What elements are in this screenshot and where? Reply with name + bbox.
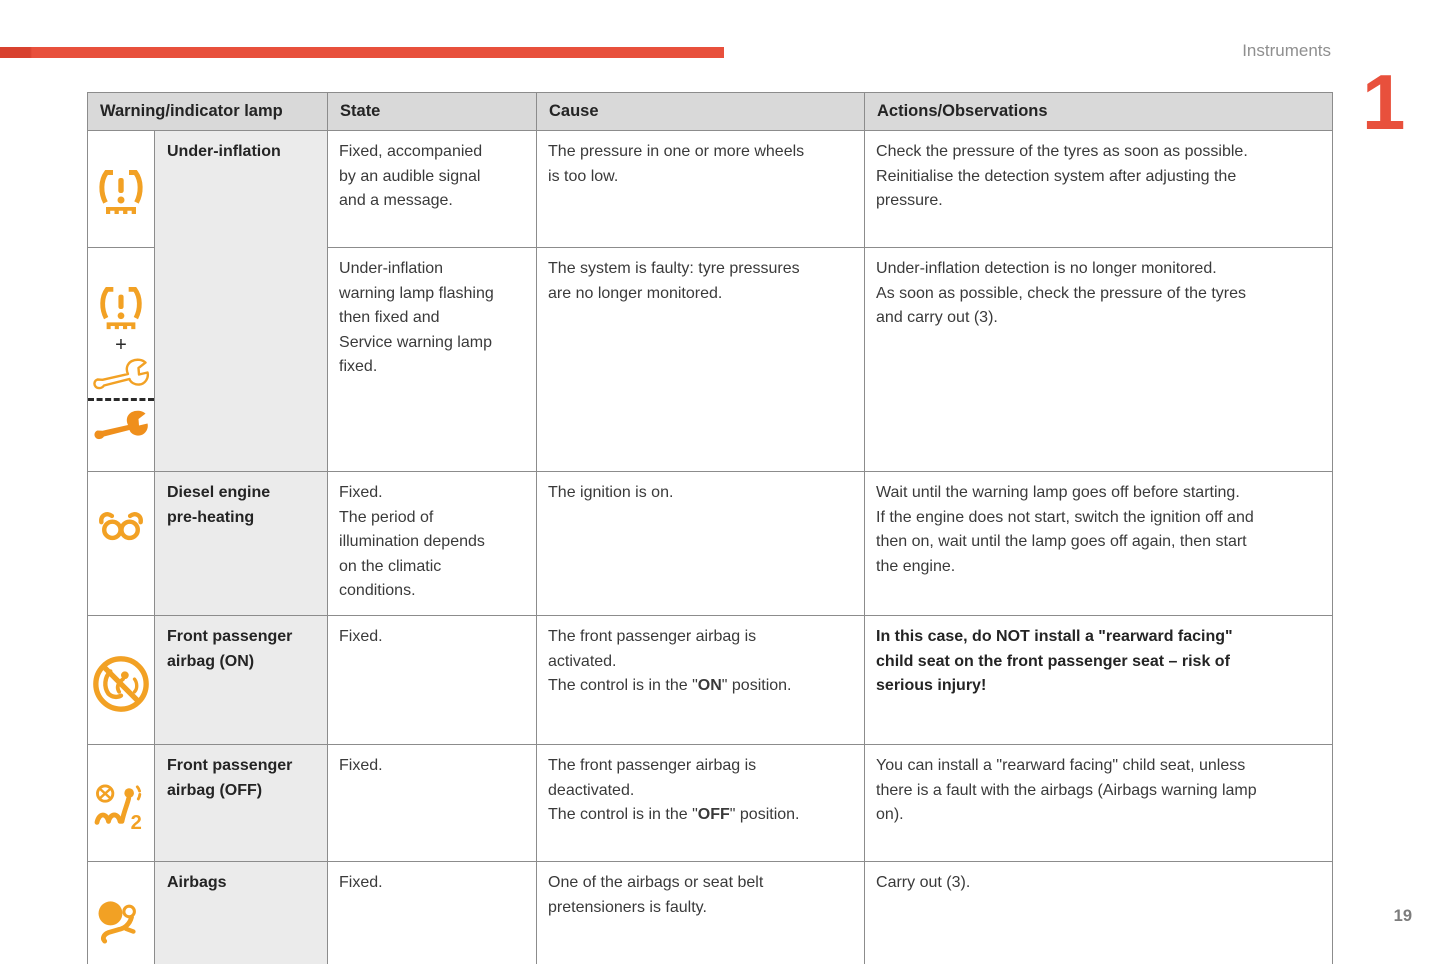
state-cell: Fixed. (327, 615, 538, 745)
service-wrench-filled-icon (94, 410, 148, 439)
lamp-icon-cell (87, 130, 155, 248)
table-row: + Under-inflation warning lamp flashing … (87, 247, 1334, 472)
dashed-divider (88, 397, 154, 401)
header-warning-indicator-lamp: Warning/indicator lamp (86, 92, 329, 131)
actions-cell: Under-inflation detection is no longer m… (864, 247, 1334, 472)
service-wrench-outline-icon (93, 358, 150, 389)
plus-sign: + (115, 333, 127, 356)
cause-text: " position. (729, 806, 800, 823)
cause-cell: The ignition is on. (536, 471, 866, 616)
cause-emphasis: OFF (697, 806, 730, 823)
airbags-icon (98, 900, 136, 944)
state-cell: Fixed. (327, 744, 538, 862)
lamp-name-cell: Diesel engine pre-heating (153, 471, 329, 616)
lamp-name-cell: Front passenger airbag (ON) (153, 615, 329, 745)
header-state: State (327, 92, 538, 131)
state-cell: Fixed, accompanied by an audible signal … (327, 130, 538, 248)
table-row: Front passenger airbag (ON) Fixed. The f… (87, 615, 1334, 745)
cause-text: The front passenger airbag is deactivate… (548, 757, 757, 823)
state-cell: Under-inflation warning lamp flashing th… (327, 247, 538, 472)
actions-cell: Carry out (3). (864, 861, 1334, 964)
section-label: Instruments (1242, 41, 1331, 60)
cause-cell: The pressure in one or more wheels is to… (536, 130, 866, 248)
page-number: 19 (1393, 907, 1412, 925)
warning-lamps-table: Warning/indicator lamp State Cause Actio… (86, 92, 1334, 964)
lamp-icon-cell (87, 471, 155, 616)
lamp-name-cell: Airbags (153, 861, 329, 964)
icon-stack: + (88, 286, 154, 441)
cause-text: The front passenger airbag is activated.… (548, 628, 757, 694)
lamp-icon-cell: + (87, 247, 155, 472)
header-actions-observations: Actions/Observations (864, 92, 1334, 131)
actions-cell: You can install a "rearward facing" chil… (864, 744, 1334, 862)
chapter-number: 1 (1362, 58, 1406, 146)
table-row: Airbags Fixed. One of the airbags or sea… (87, 861, 1334, 964)
lamp-icon-cell (87, 861, 155, 964)
cause-cell: The system is faulty: tyre pressures are… (536, 247, 866, 472)
under-inflation-lamp-icon (100, 286, 142, 329)
table-row: Diesel engine pre-heating Fixed. The per… (87, 471, 1334, 616)
table-row: Under-inflation Fixed, accompanied by an… (87, 130, 1334, 472)
header-cause: Cause (536, 92, 866, 131)
diesel-preheat-icon (99, 511, 143, 540)
actions-cell: Wait until the warning lamp goes off bef… (864, 471, 1334, 616)
state-cell: Fixed. (327, 861, 538, 964)
passenger-airbag-off-icon: 2 (94, 783, 142, 831)
accent-bar (0, 47, 724, 58)
passenger-airbag-on-icon (93, 655, 149, 712)
actions-cell: In this case, do NOT install a "rearward… (864, 615, 1334, 745)
actions-cell: Check the pressure of the tyres as soon … (864, 130, 1334, 248)
cause-cell: One of the airbags or seat belt pretensi… (536, 861, 866, 964)
table-row: 2 Front passenger airbag (OFF) Fixed. Th… (87, 744, 1334, 862)
lamp-name-cell: Under-inflation (153, 130, 329, 472)
cause-text: " position. (721, 677, 792, 694)
svg-text:2: 2 (131, 812, 142, 831)
cause-cell: The front passenger airbag is activated.… (536, 615, 866, 745)
lamp-icon-cell (87, 615, 155, 745)
lamp-icon-cell: 2 (87, 744, 155, 862)
under-inflation-lamp-icon (99, 169, 143, 214)
cause-emphasis: ON (697, 677, 722, 694)
cause-cell: The front passenger airbag is deactivate… (536, 744, 866, 862)
state-cell: Fixed. The period of illumination depend… (327, 471, 538, 616)
table-header-row: Warning/indicator lamp State Cause Actio… (86, 92, 1334, 131)
lamp-name-cell: Front passenger airbag (OFF) (153, 744, 329, 862)
